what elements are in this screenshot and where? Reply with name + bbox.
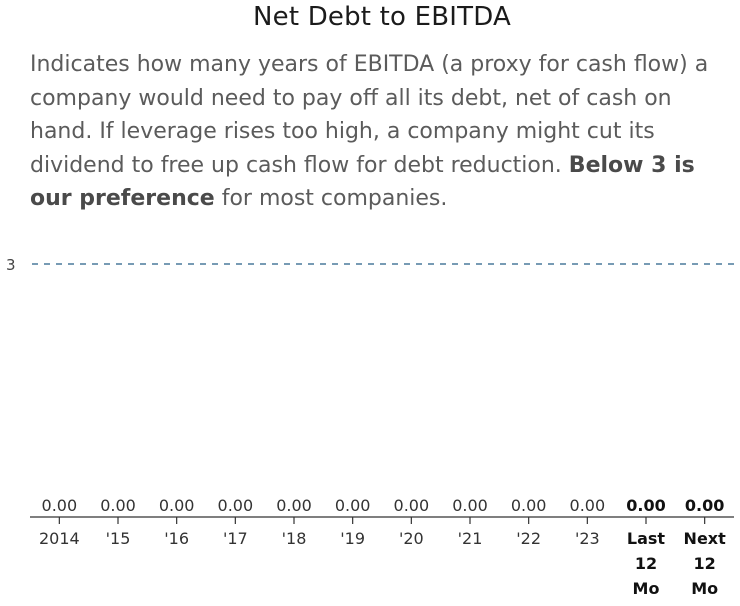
- value-label: 0.00: [276, 496, 312, 515]
- x-tick-label: 12: [694, 554, 716, 573]
- x-axis: 2014 '15 '16 '17 '18 '19 '20 '21 '22 '23 Last 12 Mo N…: [30, 516, 734, 598]
- value-label: 0.00: [218, 496, 254, 515]
- description-emphasis: Below 3 is our preference: [30, 152, 695, 212]
- x-tick-label: Mo: [691, 579, 718, 598]
- value-label: 0.00: [42, 496, 78, 515]
- x-tick-label: '21: [458, 529, 483, 548]
- x-tick-label: 2014: [39, 529, 80, 548]
- value-label: 0.00: [159, 496, 195, 515]
- value-label: 0.00: [511, 496, 547, 515]
- value-label: 0.00: [452, 496, 488, 515]
- value-label: 0.00: [335, 496, 371, 515]
- chart-title: Net Debt to EBITDA: [252, 2, 511, 32]
- description-text: Indicates how many years of EBITDA (a pr…: [30, 52, 709, 178]
- description-text-end: for most companies.: [214, 186, 448, 212]
- value-label: 0.00: [570, 496, 606, 515]
- x-tick-label: '16: [164, 529, 189, 548]
- x-tick-label: Mo: [633, 579, 660, 598]
- x-tick-label: Last: [627, 529, 666, 548]
- chart-description: Indicates how many years of EBITDA (a pr…: [30, 48, 720, 216]
- value-labels-group: 0.00 0.00 0.00 0.00 0.00 0.00 0.00 0.00 0.00 0.00…: [42, 496, 725, 515]
- x-tick-label: '18: [282, 529, 307, 548]
- x-tick-label: '19: [340, 529, 365, 548]
- value-label: 0.00: [394, 496, 430, 515]
- x-tick-label: '23: [575, 529, 600, 548]
- x-tick-label: 12: [635, 554, 657, 573]
- x-tick-label: '22: [516, 529, 541, 548]
- value-label: 0.00: [626, 496, 665, 515]
- x-tick-label: '17: [223, 529, 248, 548]
- x-tick-label: '20: [399, 529, 424, 548]
- reference-line-label: 3: [6, 256, 16, 274]
- value-label: 0.00: [100, 496, 136, 515]
- x-tick-label: '15: [106, 529, 131, 548]
- x-tick-label: Next: [684, 529, 727, 548]
- reference-line-group: 3: [6, 256, 734, 274]
- value-label: 0.00: [685, 496, 724, 515]
